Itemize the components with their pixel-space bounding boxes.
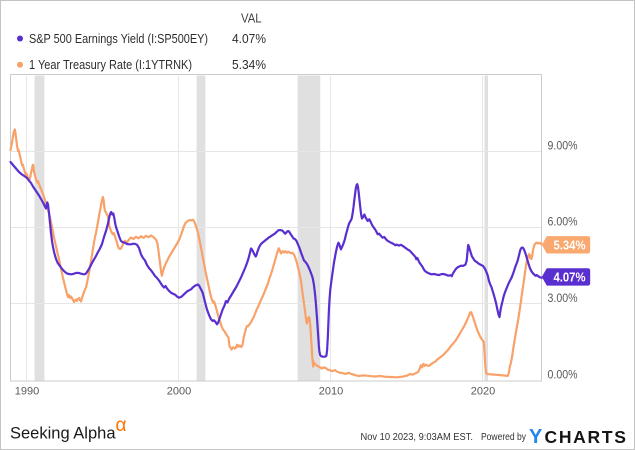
svg-text:3.00%: 3.00% (548, 291, 578, 305)
svg-text:4.07%: 4.07% (232, 31, 266, 46)
svg-text:9.00%: 9.00% (548, 139, 578, 153)
svg-text:Seeking Alpha: Seeking Alpha (10, 425, 116, 443)
svg-text:2000: 2000 (167, 386, 191, 398)
svg-text:Powered by: Powered by (481, 432, 526, 443)
svg-text:Nov 10 2023, 9:03AM EST.: Nov 10 2023, 9:03AM EST. (361, 432, 474, 443)
svg-text:0.00%: 0.00% (548, 368, 578, 382)
svg-text:2010: 2010 (319, 386, 343, 398)
svg-text:CHARTS: CHARTS (545, 427, 628, 447)
svg-text:Y: Y (529, 426, 543, 448)
svg-text:S&P 500 Earnings Yield (I:SP50: S&P 500 Earnings Yield (I:SP500EY) (29, 31, 208, 46)
svg-text:1 Year Treasury Rate (I:1YTRNK: 1 Year Treasury Rate (I:1YTRNK) (29, 57, 192, 72)
svg-text:1990: 1990 (15, 386, 39, 398)
svg-text:α: α (116, 415, 127, 436)
svg-text:6.00%: 6.00% (548, 215, 578, 229)
svg-text:4.07%: 4.07% (554, 270, 586, 284)
svg-text:2020: 2020 (471, 386, 495, 398)
svg-text:VAL: VAL (241, 12, 262, 26)
svg-text:5.34%: 5.34% (554, 238, 586, 252)
svg-text:5.34%: 5.34% (232, 57, 266, 72)
